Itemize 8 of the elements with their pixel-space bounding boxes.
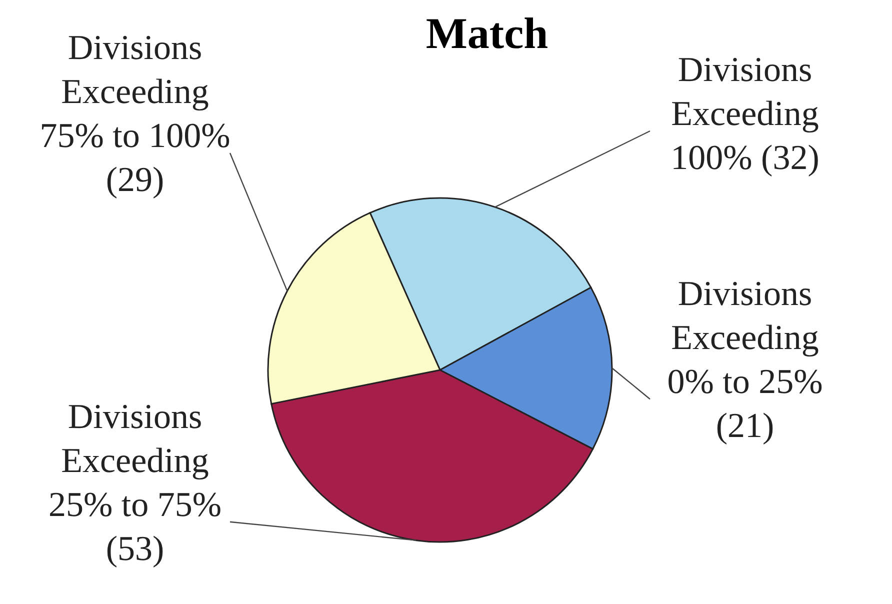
data-label: (53) (106, 528, 164, 568)
data-label: (21) (716, 406, 774, 446)
data-label: (29) (106, 160, 164, 199)
slice-label: Divisions Exceeding 25% to 75% (48, 396, 222, 524)
slice-label: Divisions Exceeding 75% to 100% (40, 28, 230, 155)
slice-label: Divisions Exceeding 100% (32) (670, 50, 820, 177)
slice-label: Divisions Exceeding 0% to 25% (667, 274, 823, 402)
chart-title: Match (426, 9, 548, 58)
